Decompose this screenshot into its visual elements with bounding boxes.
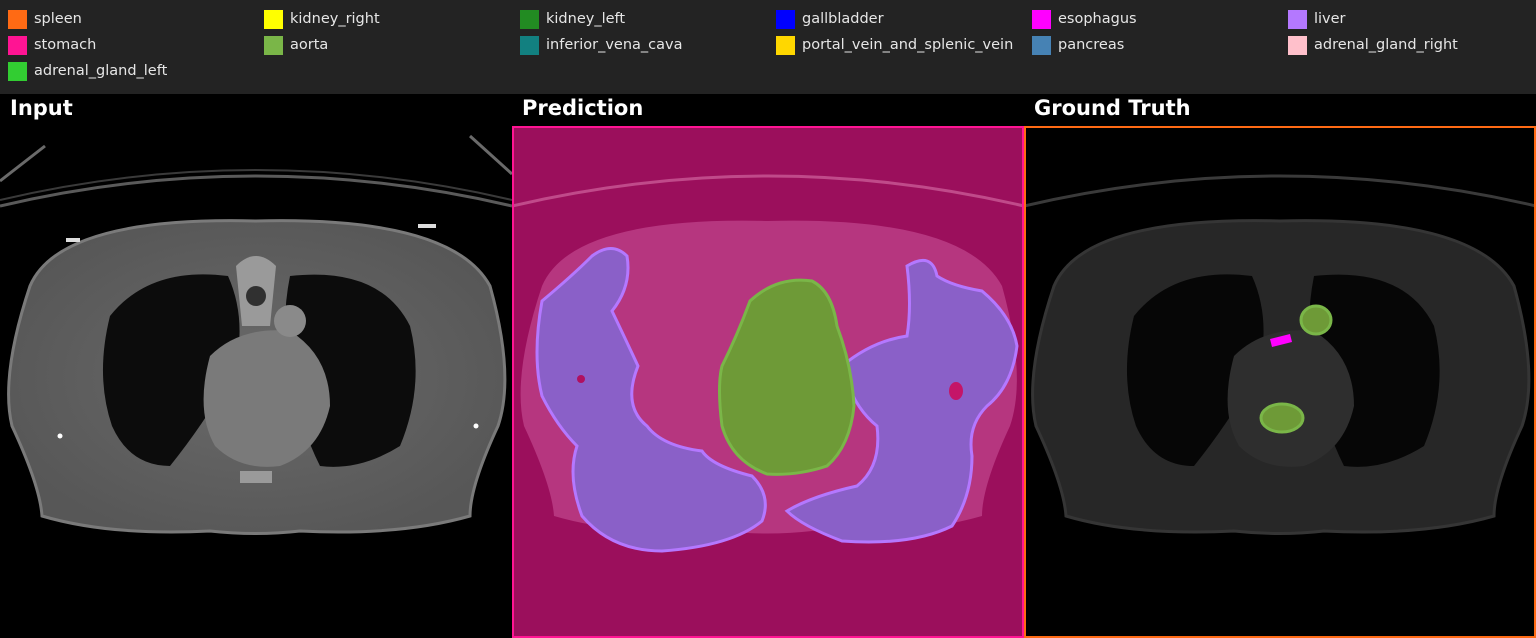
legend-item-inferior-vena-cava: inferior_vena_cava — [520, 34, 682, 56]
legend-swatch — [8, 35, 27, 55]
legend-label: esophagus — [1058, 11, 1137, 27]
legend-label: aorta — [290, 37, 329, 53]
legend-label: adrenal_gland_right — [1314, 37, 1458, 53]
legend: spleen kidney_right kidney_left gallblad… — [0, 0, 1536, 94]
legend-swatch — [1288, 9, 1307, 29]
legend-label: liver — [1314, 11, 1346, 27]
legend-swatch — [8, 9, 27, 29]
legend-label: gallbladder — [802, 11, 884, 27]
prediction-panel — [512, 126, 1024, 638]
legend-swatch — [8, 61, 27, 81]
legend-swatch — [776, 9, 795, 29]
legend-item-kidney-right: kidney_right — [264, 8, 380, 30]
legend-label: pancreas — [1058, 37, 1125, 53]
legend-item-kidney-left: kidney_left — [520, 8, 625, 30]
legend-label: stomach — [34, 37, 97, 53]
ground-truth-panel — [1024, 126, 1536, 638]
ground-truth-overlay — [1024, 126, 1536, 638]
ct-slice-input — [0, 126, 512, 638]
legend-swatch — [776, 35, 795, 55]
legend-label: kidney_left — [546, 11, 626, 27]
legend-item-adrenal-gland-left: adrenal_gland_left — [8, 60, 167, 82]
legend-item-adrenal-gland-right: adrenal_gland_right — [1288, 34, 1458, 56]
legend-swatch — [1288, 35, 1307, 55]
legend-label: kidney_right — [290, 11, 380, 27]
legend-item-esophagus: esophagus — [1032, 8, 1137, 30]
prediction-panel-title: Prediction — [522, 96, 644, 120]
legend-item-pancreas: pancreas — [1032, 34, 1124, 56]
legend-swatch — [1032, 35, 1051, 55]
legend-swatch — [1032, 9, 1051, 29]
legend-label: portal_vein_and_splenic_vein — [802, 37, 1014, 53]
input-panel — [0, 126, 512, 638]
legend-swatch — [520, 35, 539, 55]
legend-swatch — [520, 9, 539, 29]
legend-item-aorta: aorta — [264, 34, 328, 56]
legend-label: spleen — [34, 11, 82, 27]
input-panel-title: Input — [10, 96, 73, 120]
legend-swatch — [264, 35, 283, 55]
legend-item-liver: liver — [1288, 8, 1346, 30]
legend-item-gallbladder: gallbladder — [776, 8, 884, 30]
ground-truth-panel-title: Ground Truth — [1034, 96, 1191, 120]
legend-label: inferior_vena_cava — [546, 37, 683, 53]
legend-label: adrenal_gland_left — [34, 63, 168, 79]
legend-item-spleen: spleen — [8, 8, 82, 30]
prediction-overlay — [512, 126, 1024, 638]
legend-swatch — [264, 9, 283, 29]
legend-item-stomach: stomach — [8, 34, 96, 56]
legend-item-portal-vein: portal_vein_and_splenic_vein — [776, 34, 1013, 56]
